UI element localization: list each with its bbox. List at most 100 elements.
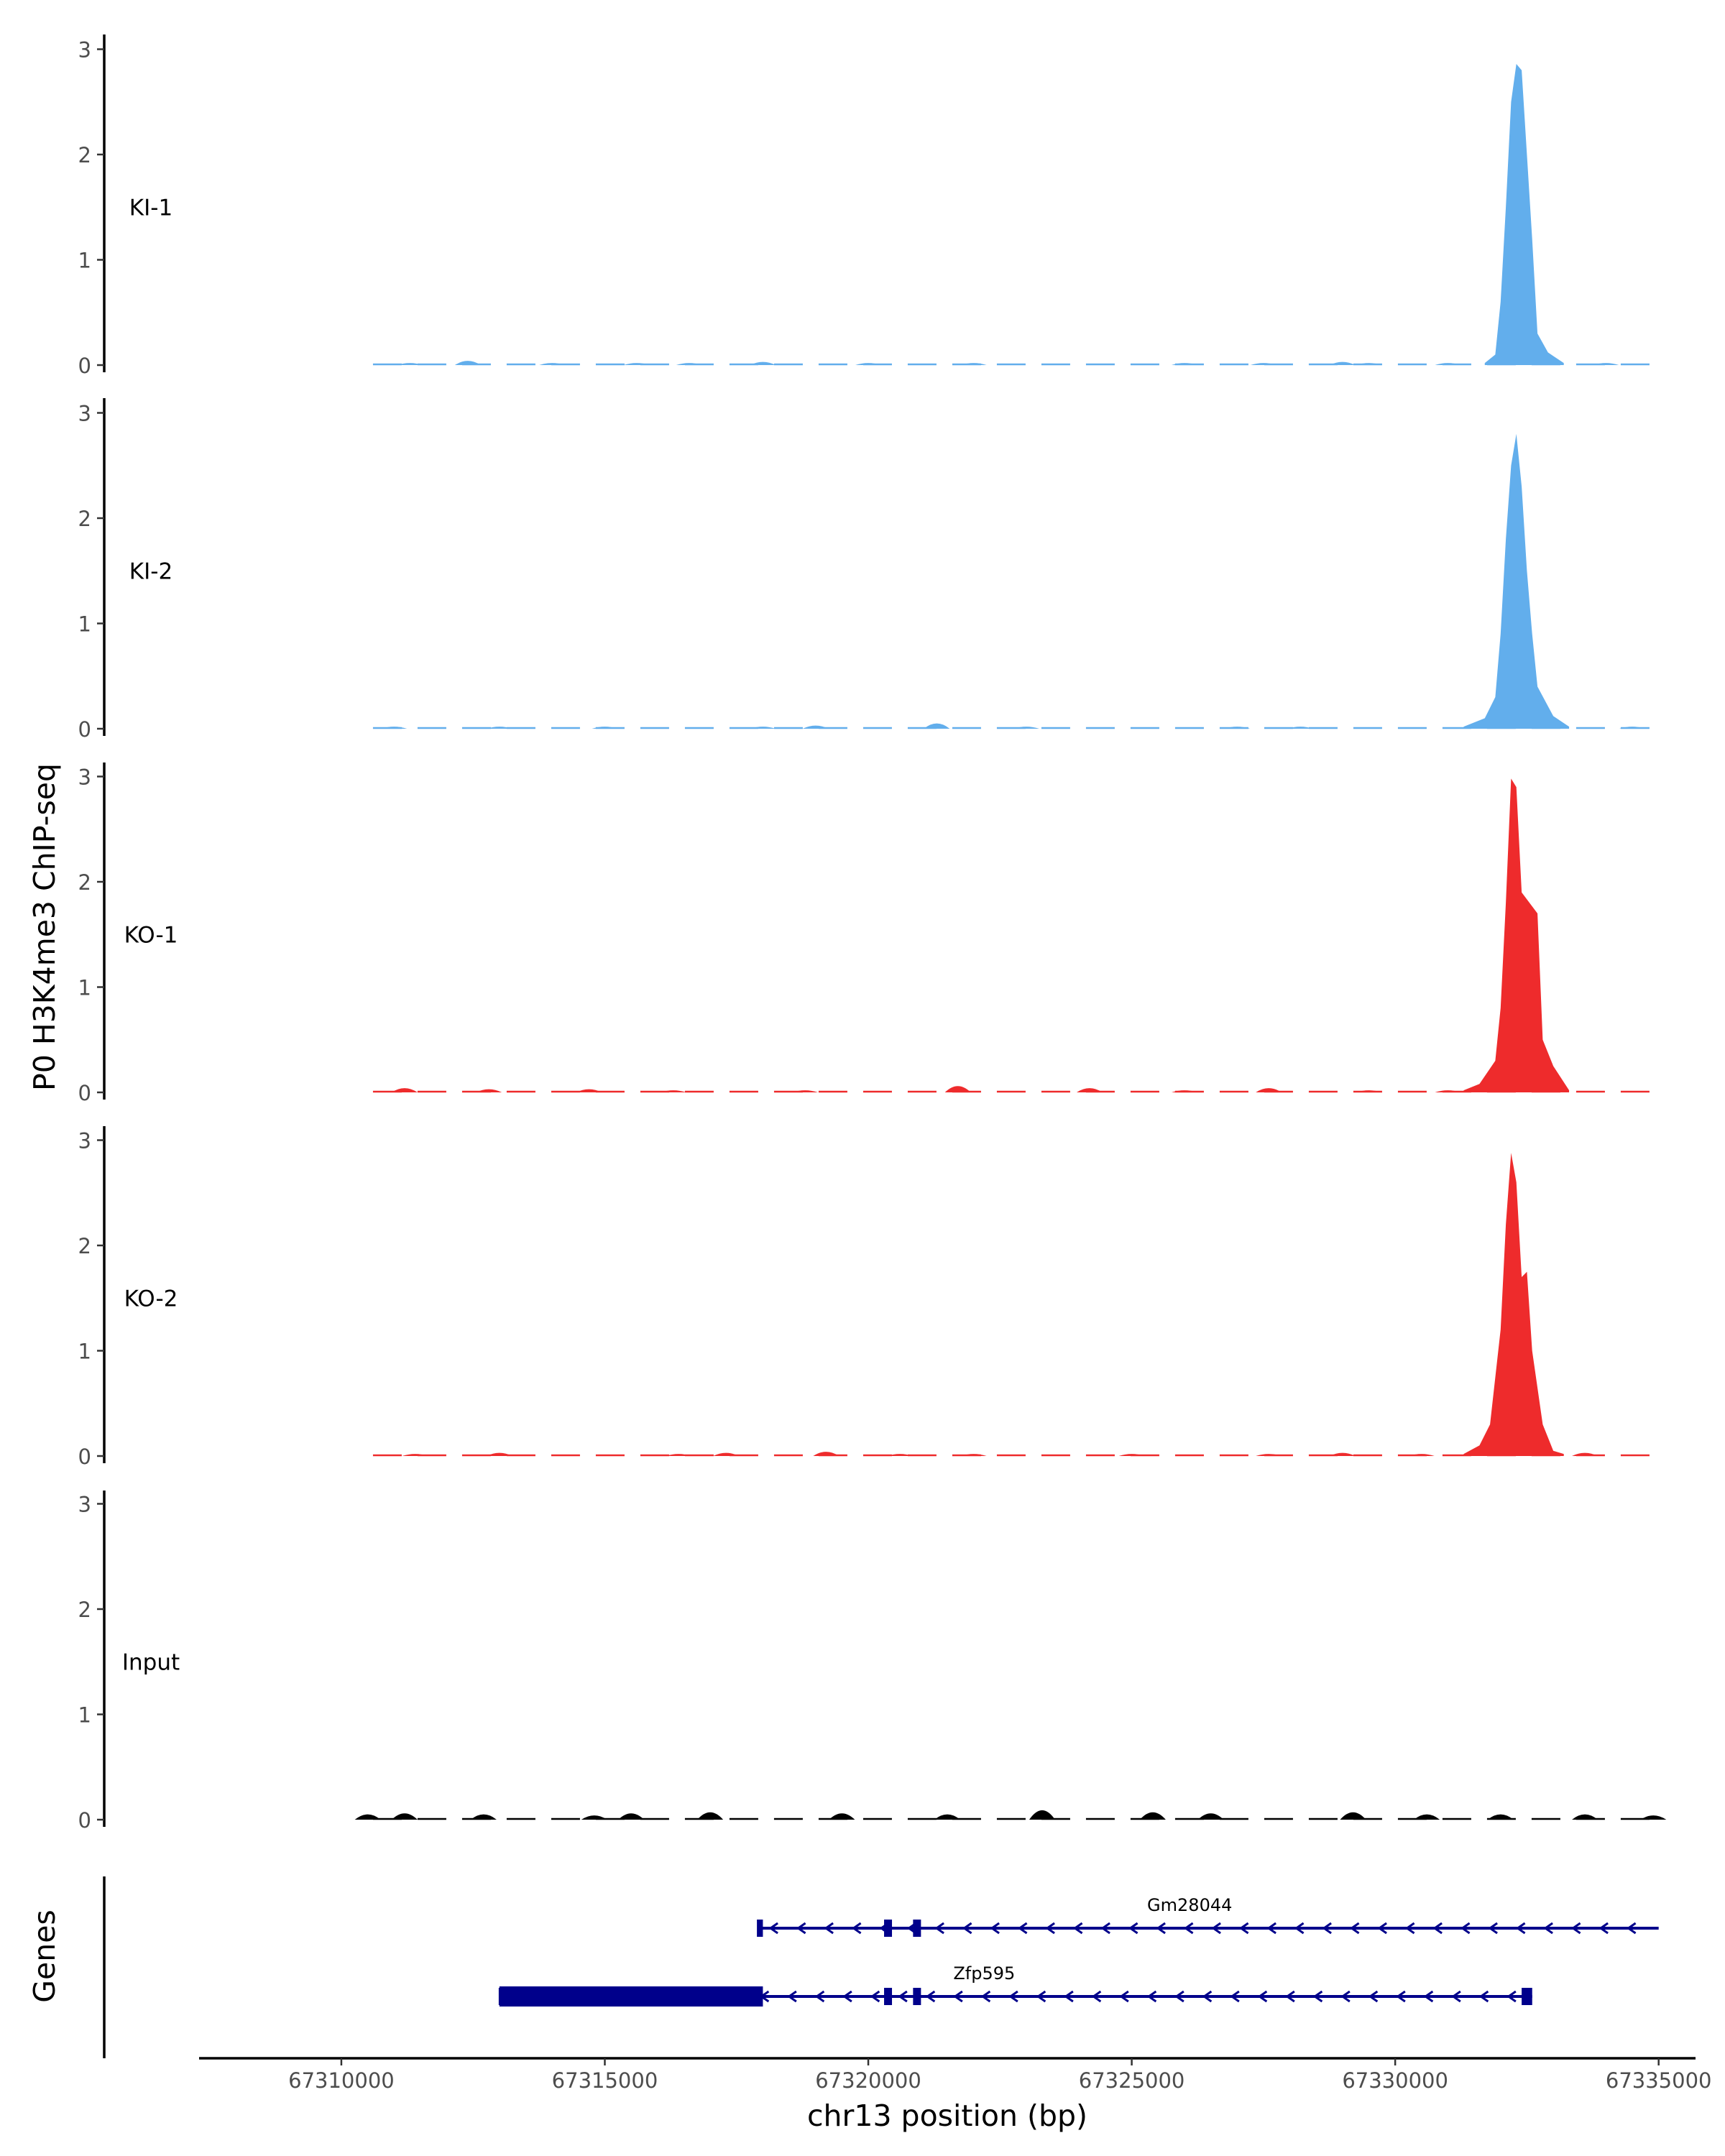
- y-tick-label: 2: [78, 1598, 91, 1622]
- signal-tracks: 0 1 2 3 KI-1 0 1 2 3 KI-2 0 1 2 3 KO-1 0 1 2 3 KO-2 0 1 2 3 Inpu…: [78, 34, 1667, 1833]
- strand-arrow: [953, 1990, 963, 2003]
- y-tick-label: 1: [78, 612, 91, 637]
- strand-arrow: [1238, 1922, 1249, 1935]
- y-tick-label: 1: [78, 1340, 91, 1364]
- x-axis: 67310000 67315000 67320000 67325000 67330000…: [199, 2057, 1712, 2093]
- gene-exon-block: [884, 1988, 893, 2005]
- track-ki-1: 0 1 2 3 KI-1: [78, 34, 1654, 378]
- signal-bump: [792, 1090, 819, 1092]
- gene-exon-block: [1522, 1988, 1532, 2005]
- signal-bump: [750, 727, 776, 729]
- signal-bump: [1356, 1090, 1382, 1092]
- signal-bump: [1340, 1812, 1366, 1820]
- strand-arrow: [1515, 1922, 1526, 1935]
- strand-arrow: [1451, 1990, 1461, 2003]
- signal-bump: [960, 363, 987, 365]
- strand-arrow: [1478, 1990, 1489, 2003]
- signal-bump: [934, 1814, 960, 1820]
- signal-bump: [813, 1452, 840, 1456]
- strand-arrow: [842, 1990, 852, 2003]
- y-tick-label: 0: [78, 1081, 91, 1105]
- strand-arrow: [1146, 1990, 1157, 2003]
- gene-exon-block: [913, 1988, 921, 2005]
- strand-arrow: [870, 1990, 880, 2003]
- strand-arrow: [1570, 1922, 1581, 1935]
- signal-peak: [1484, 64, 1564, 365]
- signal-bump: [1414, 1814, 1440, 1820]
- signal-bump: [576, 1089, 602, 1092]
- track-ko-2: 0 1 2 3 KO-2: [78, 1126, 1654, 1469]
- gene-zfp595: Zfp595: [498, 1963, 1532, 2007]
- strand-arrow: [824, 1922, 834, 1935]
- y-tick-label: 2: [78, 1234, 91, 1258]
- signal-bump: [666, 1454, 692, 1456]
- signal-bump: [592, 727, 618, 729]
- signal-bump: [486, 727, 512, 729]
- gene-exon-block: [913, 1920, 921, 1937]
- signal-bump: [1197, 1813, 1224, 1820]
- track-ki-2: 0 1 2 3 KI-2: [78, 398, 1654, 742]
- strand-arrow: [1543, 1922, 1553, 1935]
- signal-bump: [1593, 363, 1619, 365]
- strand-arrow: [1008, 1990, 1018, 2003]
- strand-arrow: [1377, 1922, 1387, 1935]
- track-ko-1: 0 1 2 3 KO-1: [78, 763, 1654, 1105]
- track-label: KI-2: [129, 558, 172, 584]
- y-tick-label: 0: [78, 1445, 91, 1469]
- signal-bump: [1139, 1812, 1166, 1820]
- gene-gm28044: Gm28044: [757, 1895, 1659, 1937]
- strand-arrow: [980, 1990, 991, 2003]
- strand-arrow: [851, 1922, 862, 1935]
- signal-bump: [476, 1089, 502, 1092]
- x-tick-label: 67325000: [1079, 2068, 1185, 2093]
- signal-bump: [944, 1086, 971, 1092]
- signal-bump: [391, 1088, 418, 1092]
- signal-peak: [1463, 778, 1570, 1092]
- signal-bump: [855, 363, 882, 365]
- signal-bump: [802, 725, 829, 729]
- strand-arrow: [1230, 1990, 1240, 2003]
- strand-arrow: [1506, 1990, 1517, 2003]
- strand-arrow: [1156, 1922, 1166, 1935]
- x-tick-label: 67335000: [1606, 2068, 1712, 2093]
- gene-cds-block: [499, 1986, 763, 2007]
- signal-bump: [1329, 361, 1356, 365]
- strand-arrow: [1368, 1990, 1379, 2003]
- track-label: KO-1: [124, 922, 178, 948]
- strand-arrow: [925, 1990, 936, 2003]
- strand-arrow: [1432, 1922, 1443, 1935]
- y-tick-label: 0: [78, 1808, 91, 1833]
- strand-arrow: [1174, 1990, 1184, 2003]
- signal-bump: [1256, 1088, 1282, 1092]
- signal-bump: [1171, 1090, 1197, 1092]
- y-tick-label: 3: [78, 402, 91, 426]
- y-tick-label: 1: [78, 1703, 91, 1728]
- strand-arrow: [898, 1990, 908, 2003]
- signal-bump: [391, 1813, 418, 1820]
- signal-bump: [470, 1814, 497, 1820]
- track-label: KO-2: [124, 1286, 178, 1312]
- signal-bump: [1171, 363, 1197, 365]
- strand-arrow: [1598, 1922, 1609, 1935]
- strand-arrow: [1626, 1922, 1637, 1935]
- y-tick-label: 2: [78, 143, 91, 167]
- signal-bump: [1256, 1454, 1282, 1456]
- signal-bump: [887, 1454, 914, 1456]
- strand-arrow: [1285, 1990, 1295, 2003]
- x-tick-label: 67330000: [1342, 2068, 1448, 2093]
- strand-arrow: [814, 1990, 825, 2003]
- y-tick-label: 1: [78, 976, 91, 1000]
- signal-bump: [354, 1814, 381, 1820]
- signal-bump: [1329, 1452, 1356, 1456]
- y-tick-label: 0: [78, 717, 91, 742]
- track-label: Input: [122, 1649, 180, 1675]
- signal-bump: [397, 363, 423, 365]
- signal-bump: [1029, 1810, 1055, 1820]
- strand-arrow: [1460, 1922, 1471, 1935]
- strand-arrow: [1266, 1922, 1276, 1935]
- strand-arrow: [1100, 1922, 1110, 1935]
- signal-bump: [1287, 727, 1314, 729]
- strand-arrow: [796, 1922, 806, 1935]
- x-tick-label: 67310000: [288, 2068, 395, 2093]
- signal-bump: [1572, 1452, 1598, 1456]
